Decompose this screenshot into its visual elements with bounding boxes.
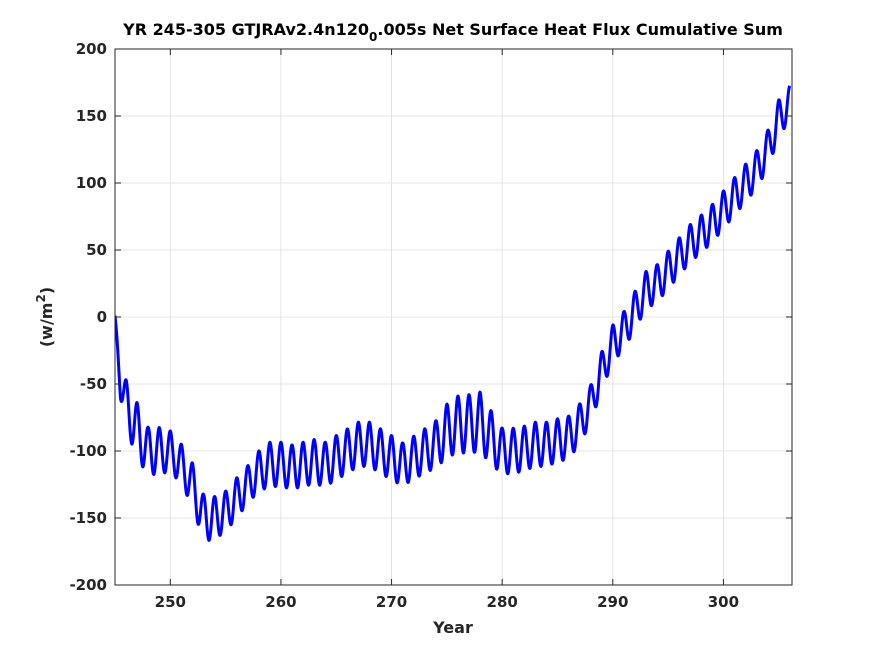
chart-title-main: YR 245-305 GTJRAv2.4n120: [122, 20, 369, 39]
chart-title-rest: .005s Net Surface Heat Flux Cumulative S…: [377, 20, 783, 39]
y-axis-label-close: ): [37, 287, 56, 294]
x-tick-label: 260: [265, 593, 296, 611]
y-tick-label: 0: [97, 308, 107, 326]
y-tick-label: 150: [76, 107, 107, 125]
y-tick-label: 200: [76, 40, 107, 58]
series-line: [115, 84, 792, 542]
y-axis: -200 -150 -100 -50 0 50 100 150 200: [69, 40, 792, 594]
series-layer: [115, 84, 792, 542]
x-tick-label: 290: [597, 593, 628, 611]
x-axis-label: Year: [432, 618, 473, 637]
x-tick-label: 250: [155, 593, 186, 611]
y-tick-label: 50: [86, 241, 107, 259]
y-tick-label: -200: [69, 576, 107, 594]
y-tick-label: -50: [80, 375, 107, 393]
x-axis: 250 260 270 280 290 300: [155, 49, 739, 611]
y-axis-label-superscript: 2: [34, 294, 48, 302]
y-tick-label: -150: [69, 509, 107, 527]
y-axis-label: (w/m2): [34, 287, 56, 347]
chart-title: YR 245-305 GTJRAv2.4n1200.005s Net Surfa…: [122, 20, 783, 44]
x-tick-label: 300: [708, 593, 739, 611]
y-tick-label: -100: [69, 442, 107, 460]
y-axis-label-text: (w/m: [37, 303, 56, 348]
chart-title-subscript: 0: [369, 30, 377, 44]
x-tick-label: 280: [487, 593, 518, 611]
grid: [115, 48, 792, 586]
x-tick-label: 270: [376, 593, 407, 611]
y-tick-label: 100: [76, 174, 107, 192]
